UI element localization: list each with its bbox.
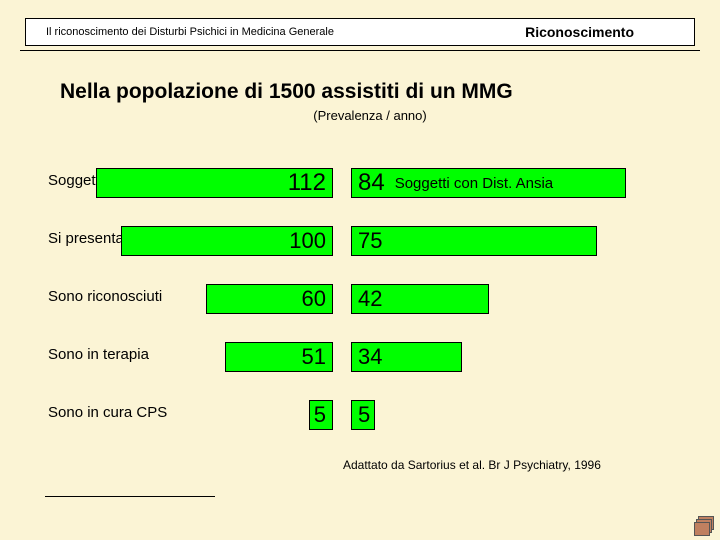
left-value: 100: [283, 228, 332, 254]
slide-subtitle: (Prevalenza / anno): [60, 108, 680, 123]
right-bar: 34: [351, 342, 462, 372]
bottom-rule: [45, 496, 215, 497]
chart-row: Soggetti con Dist. Depressivo11284Sogget…: [48, 162, 680, 206]
left-value: 5: [308, 402, 332, 428]
row-label: Sono riconosciuti: [48, 288, 162, 305]
right-bar: 75: [351, 226, 597, 256]
left-bar: 60: [206, 284, 333, 314]
row-label: Sono in cura CPS: [48, 404, 167, 421]
header-left-text: Il riconoscimento dei Disturbi Psichici …: [26, 26, 525, 38]
header-band: Il riconoscimento dei Disturbi Psichici …: [25, 18, 695, 46]
left-value: 112: [282, 169, 332, 197]
chart-row: Sono in terapia 51 34: [48, 336, 680, 380]
right-value: 42: [352, 286, 388, 312]
chart-row: Sono riconosciuti 60 42: [48, 278, 680, 322]
slide-title: Nella popolazione di 1500 assistiti di u…: [60, 80, 680, 104]
chart-row: Sono in cura CPS 55: [48, 394, 680, 438]
left-bar: 100: [121, 226, 333, 256]
chart-row: Si presentano al MMG10075: [48, 220, 680, 264]
page-stack-icon: [694, 516, 714, 534]
right-value: 34: [352, 344, 388, 370]
right-value: 75: [352, 228, 388, 254]
right-value: 84: [352, 169, 391, 197]
top-rule: [20, 50, 700, 51]
right-series-label: Soggetti con Dist. Ansia: [391, 175, 553, 192]
left-bar: 5: [309, 400, 333, 430]
left-value: 60: [296, 286, 332, 312]
left-bar: 112: [96, 168, 333, 198]
right-bar: 84Soggetti con Dist. Ansia: [351, 168, 626, 198]
citation: Adattato da Sartorius et al. Br J Psychi…: [343, 458, 601, 472]
left-bar: 51: [225, 342, 333, 372]
header-right-text: Riconoscimento: [525, 24, 694, 40]
right-value: 5: [352, 402, 376, 428]
row-label: Sono in terapia: [48, 346, 149, 363]
right-bar: 42: [351, 284, 489, 314]
right-bar: 5: [351, 400, 375, 430]
left-value: 51: [296, 344, 332, 370]
